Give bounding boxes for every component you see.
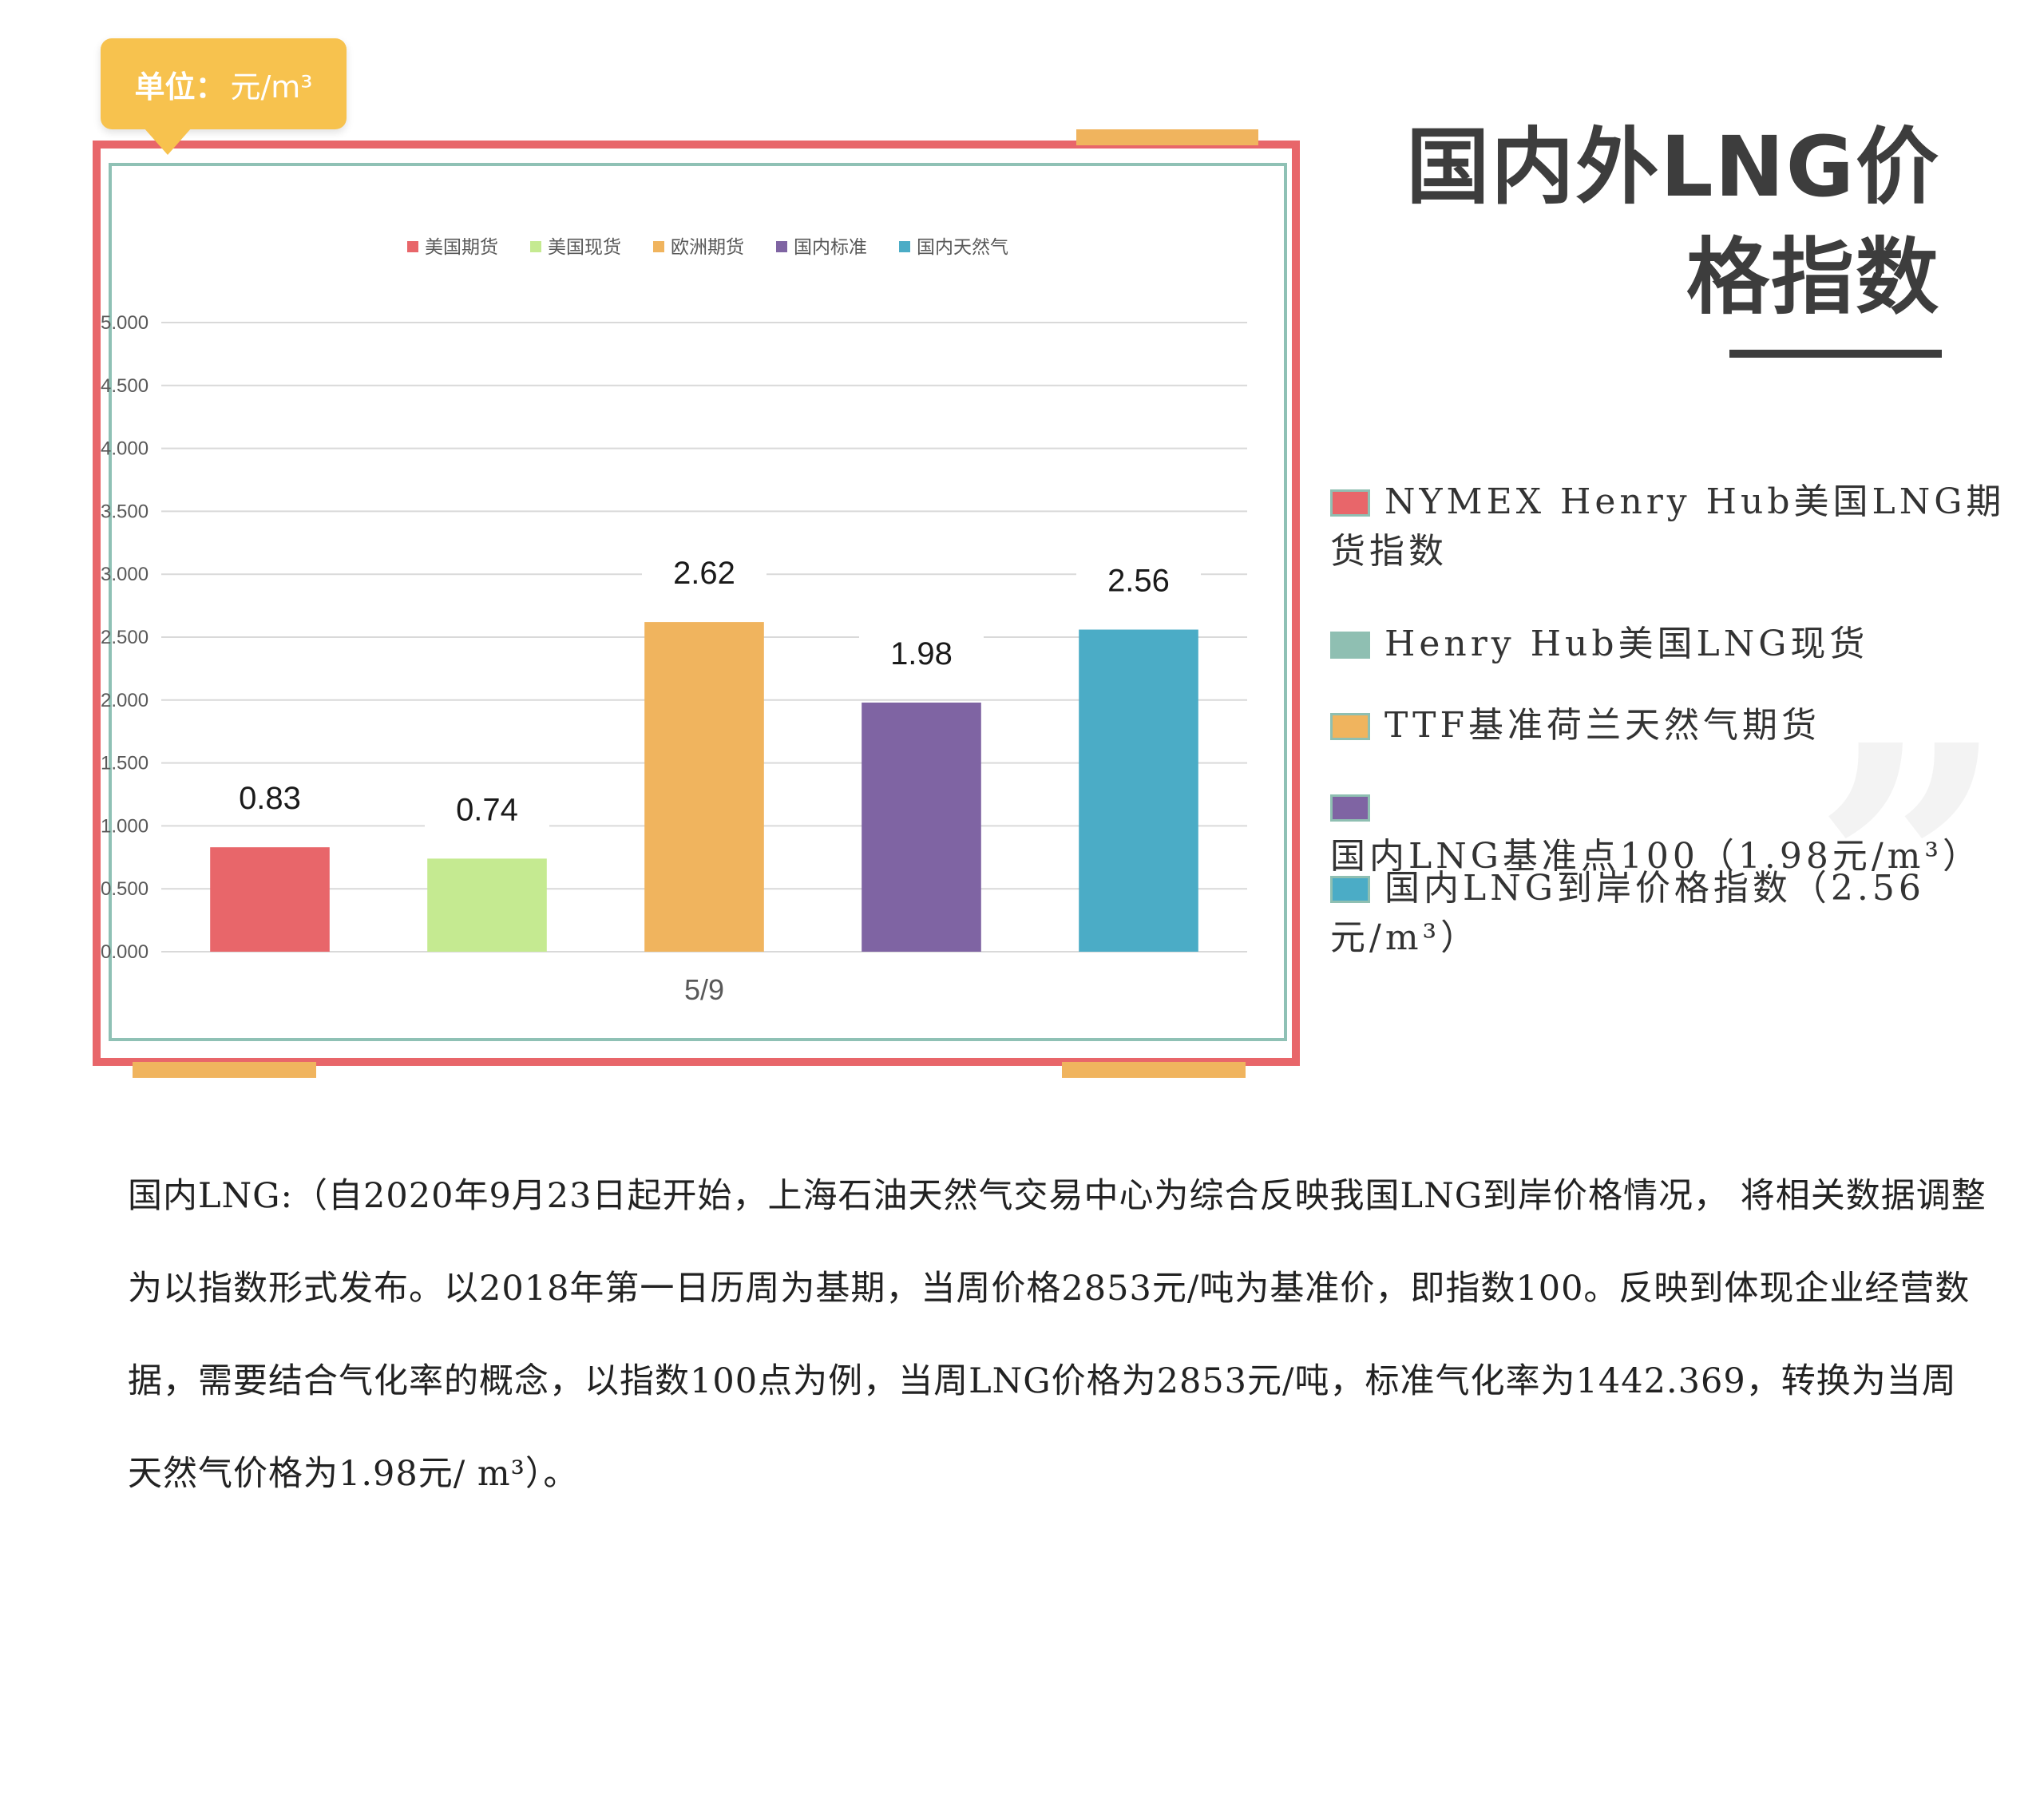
chart-frame-outer [93, 141, 1300, 1066]
legend-swatch [776, 241, 787, 252]
y-tick-label: 1.000 [101, 815, 149, 837]
y-tick-label: 1.500 [101, 753, 149, 774]
legend-swatch [1330, 632, 1370, 659]
legend-swatch [1330, 489, 1370, 517]
legend-swatch [1330, 876, 1370, 903]
legend-swatch [1330, 713, 1370, 740]
data-label-background [208, 772, 332, 824]
y-tick-label: 0.500 [101, 878, 149, 900]
legend-swatch [407, 241, 418, 252]
bar [427, 858, 547, 952]
bar [210, 847, 330, 952]
bar [644, 622, 764, 952]
legend-entry-text: 国内LNG基准点100（1.98元/m³） [1330, 836, 1983, 877]
legend-label: 欧洲期货 [671, 237, 744, 258]
description-paragraph: 国内LNG:（自2020年9月23日起开始，上海石油天然气交易中心为综合反映我国… [128, 1176, 1987, 1494]
bar [1079, 629, 1198, 952]
data-label: 0.74 [456, 792, 518, 827]
legend-label: 美国现货 [548, 237, 621, 258]
data-label: 0.83 [239, 781, 301, 816]
x-category-label: 5/9 [684, 973, 724, 1006]
data-label: 1.98 [890, 636, 953, 671]
y-tick-label: 4.000 [101, 438, 149, 460]
legend-entry: TTF基准荷兰天然气期货 [1330, 701, 2033, 751]
legend-entry-text: 国内LNG到岸价格指数（2.56元/m³） [1330, 868, 1925, 958]
legend-label: 美国期货 [425, 237, 498, 258]
quote-mark-decoration: ” [1812, 673, 2006, 1067]
tape-decoration [1062, 1062, 1246, 1078]
legend-label: 国内天然气 [917, 237, 1008, 258]
legend-entry-text: TTF基准荷兰天然气期货 [1384, 705, 1821, 746]
legend-swatch [1330, 794, 1370, 822]
page-title-line-2: 格指数 [1686, 228, 1940, 326]
data-label: 2.56 [1107, 564, 1170, 599]
legend-label: 国内标准 [794, 237, 867, 258]
legend-swatch [653, 241, 664, 252]
legend-swatch [530, 241, 541, 252]
page-title: 国内外LNG价 格指数 [1406, 112, 1940, 332]
y-tick-label: 3.000 [101, 564, 149, 585]
data-label-background [859, 627, 984, 679]
unit-value: 元/m³ [230, 69, 313, 105]
bar-chart: 0.000 0.500 1.000 1.500 2.000 2.500 3.000 3.500… [101, 237, 1247, 1006]
bar [862, 702, 981, 952]
page-title-line-1: 国内外LNG价 [1406, 118, 1940, 216]
legend-entry: 国内LNG基准点100（1.98元/m³） [1330, 782, 2033, 881]
data-label-background [642, 547, 766, 599]
unit-prefix: 单位： [134, 69, 226, 105]
y-tick-label: 2.500 [101, 627, 149, 648]
tape-decoration [133, 1062, 316, 1078]
y-tick-label: 2.000 [101, 690, 149, 711]
unit-tag: 单位： 元/m³ [101, 38, 347, 129]
legend-swatch [899, 241, 910, 252]
y-tick-label: 4.500 [101, 375, 149, 397]
legend-entry: Henry Hub美国LNG现货 [1330, 620, 2033, 669]
y-tick-label: 0.000 [101, 941, 149, 963]
legend-entry: NYMEX Henry Hub美国LNG期货指数 [1330, 477, 2033, 576]
legend-entry: 国内LNG到岸价格指数（2.56元/m³） [1330, 864, 2033, 963]
unit-tag-pointer [144, 128, 192, 155]
data-label-background [425, 783, 549, 835]
y-tick-label: 5.000 [101, 312, 149, 334]
data-label: 2.62 [673, 556, 735, 591]
data-label-background [1076, 554, 1201, 606]
title-underline [1729, 350, 1942, 358]
y-tick-label: 3.500 [101, 501, 149, 522]
tape-decoration [1076, 129, 1258, 145]
legend-entry-text: NYMEX Henry Hub美国LNG期货指数 [1330, 481, 2006, 572]
legend-entry-text: Henry Hub美国LNG现货 [1384, 624, 1869, 664]
